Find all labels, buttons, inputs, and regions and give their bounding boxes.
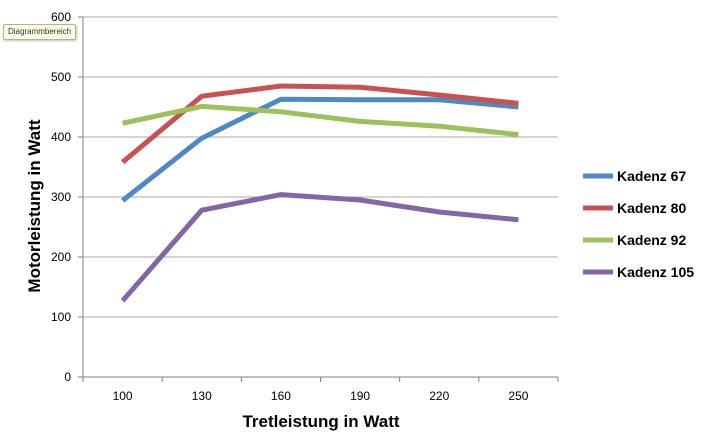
series-line-3 [122, 103, 519, 138]
y-tick-label: 200 [51, 250, 71, 264]
x-tick-label: 220 [429, 389, 449, 403]
x-tick-label: 250 [508, 389, 528, 403]
series-line-1 [121, 96, 519, 203]
y-tick-label: 0 [64, 370, 71, 384]
y-tick-label: 300 [51, 190, 71, 204]
y-tick-label: 100 [51, 310, 71, 324]
x-tick-label: 190 [350, 389, 370, 403]
series-line-4 [120, 192, 519, 303]
x-axis-title: Tretleistung in Watt [242, 412, 399, 431]
x-tick-label: 100 [113, 389, 133, 403]
legend: Kadenz 67 Kadenz 80 Kadenz 92 Kadenz 105 [583, 168, 694, 280]
y-tick-label: 400 [51, 130, 71, 144]
legend-label: Kadenz 67 [617, 168, 686, 184]
series-lines [120, 83, 519, 303]
gridlines [83, 16, 558, 318]
axes [78, 16, 559, 382]
y-tick-label: 600 [51, 10, 71, 24]
legend-label: Kadenz 80 [617, 200, 686, 216]
legend-label: Kadenz 105 [617, 264, 694, 280]
tick-labels: 0 100 200 300 400 500 600 100 130 160 190 220 250 [51, 10, 529, 403]
y-axis-title: Motorleistung in Watt [25, 119, 44, 292]
x-tick-label: 160 [271, 389, 291, 403]
legend-label: Kadenz 92 [617, 232, 686, 248]
chart-area-tooltip: Diagrammbereich [3, 24, 77, 40]
y-tick-label: 500 [51, 70, 71, 84]
x-tick-label: 130 [192, 389, 212, 403]
